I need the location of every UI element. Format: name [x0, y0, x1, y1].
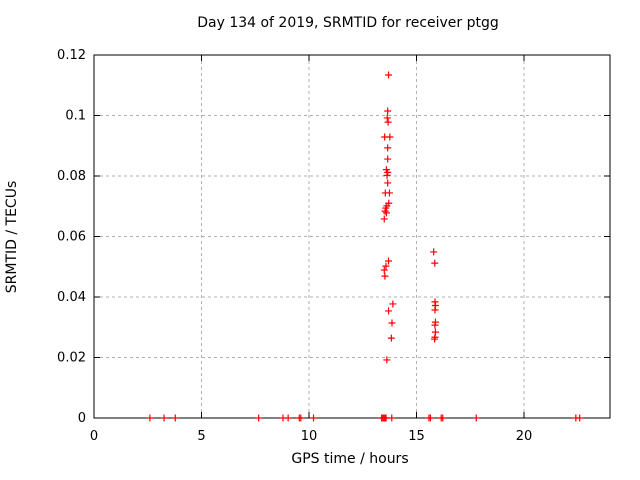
x-tick-label: 5: [197, 429, 205, 444]
data-point-marker: [384, 118, 392, 126]
y-tick-label: 0.04: [57, 290, 86, 305]
data-point-marker: [297, 414, 305, 422]
data-point-marker: [383, 171, 391, 179]
data-point-marker: [384, 155, 392, 163]
data-point-marker: [146, 414, 154, 422]
data-point-marker: [382, 262, 390, 270]
data-point-marker: [383, 356, 391, 364]
data-points-layer: [146, 71, 584, 422]
tick-label-layer: 0 5 10 15 20 0 0.02 0.04 0.06 0.08 0.1 0.12: [57, 48, 532, 444]
data-point-marker: [384, 179, 392, 187]
data-point-marker: [384, 144, 392, 152]
data-point-marker: [381, 272, 389, 280]
data-point-marker: [386, 133, 394, 141]
x-tick-label: 10: [301, 429, 318, 444]
y-tick-label: 0.02: [57, 351, 86, 366]
data-point-marker: [385, 307, 393, 315]
data-point-marker: [160, 414, 168, 422]
data-point-marker: [439, 414, 447, 422]
x-tick-label: 20: [516, 429, 533, 444]
data-point-marker: [431, 306, 439, 314]
data-point-marker: [385, 189, 393, 197]
data-point-marker: [576, 414, 584, 422]
y-tick-label: 0.1: [65, 109, 86, 124]
data-point-marker: [384, 107, 392, 115]
data-point-marker: [387, 334, 395, 342]
data-point-marker: [385, 257, 393, 265]
data-point-marker: [431, 321, 439, 329]
x-axis-label: GPS time / hours: [291, 451, 408, 467]
data-point-marker: [431, 259, 439, 267]
tick-layer: [93, 54, 610, 419]
data-point-marker: [389, 300, 397, 308]
data-point-marker: [382, 209, 390, 217]
data-point-marker: [382, 204, 390, 212]
data-point-marker: [385, 71, 393, 79]
data-point-marker: [384, 168, 392, 176]
data-point-marker: [431, 335, 439, 343]
data-point-marker: [380, 215, 388, 223]
data-point-marker: [426, 414, 434, 422]
data-point-marker: [383, 114, 391, 122]
data-point-marker: [284, 414, 292, 422]
y-tick-label: 0.06: [57, 230, 86, 245]
y-axis-label: SRMTID / TECUs: [4, 181, 20, 294]
data-point-marker: [380, 266, 388, 274]
data-point-marker: [310, 414, 318, 422]
data-point-marker: [472, 414, 480, 422]
data-point-marker: [255, 414, 263, 422]
y-tick-label: 0.08: [57, 169, 86, 184]
data-point-marker: [430, 248, 438, 256]
data-point-marker: [171, 414, 179, 422]
grid-layer: [94, 55, 610, 418]
x-tick-label: 0: [90, 429, 98, 444]
data-point-marker: [388, 319, 396, 327]
y-tick-label: 0.12: [57, 48, 86, 63]
y-tick-label: 0: [78, 411, 86, 426]
data-point-marker: [388, 414, 396, 422]
chart-title: Day 134 of 2019, SRMTID for receiver ptg…: [197, 15, 499, 31]
x-tick-label: 15: [408, 429, 425, 444]
